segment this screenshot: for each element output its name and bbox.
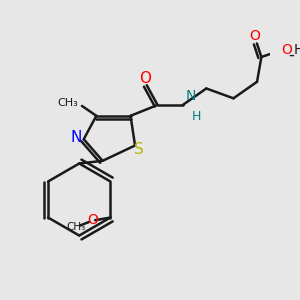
Text: CH₃: CH₃: [67, 222, 86, 233]
Text: O: O: [250, 29, 260, 43]
Text: CH₃: CH₃: [58, 98, 78, 108]
Text: H: H: [192, 110, 201, 123]
Text: S: S: [134, 142, 143, 158]
Text: O: O: [139, 71, 151, 86]
Text: H: H: [294, 43, 300, 57]
Text: O: O: [281, 43, 292, 57]
Text: O: O: [87, 213, 98, 227]
Text: N: N: [185, 89, 196, 103]
Text: N: N: [70, 130, 82, 145]
Text: -: -: [288, 45, 294, 63]
